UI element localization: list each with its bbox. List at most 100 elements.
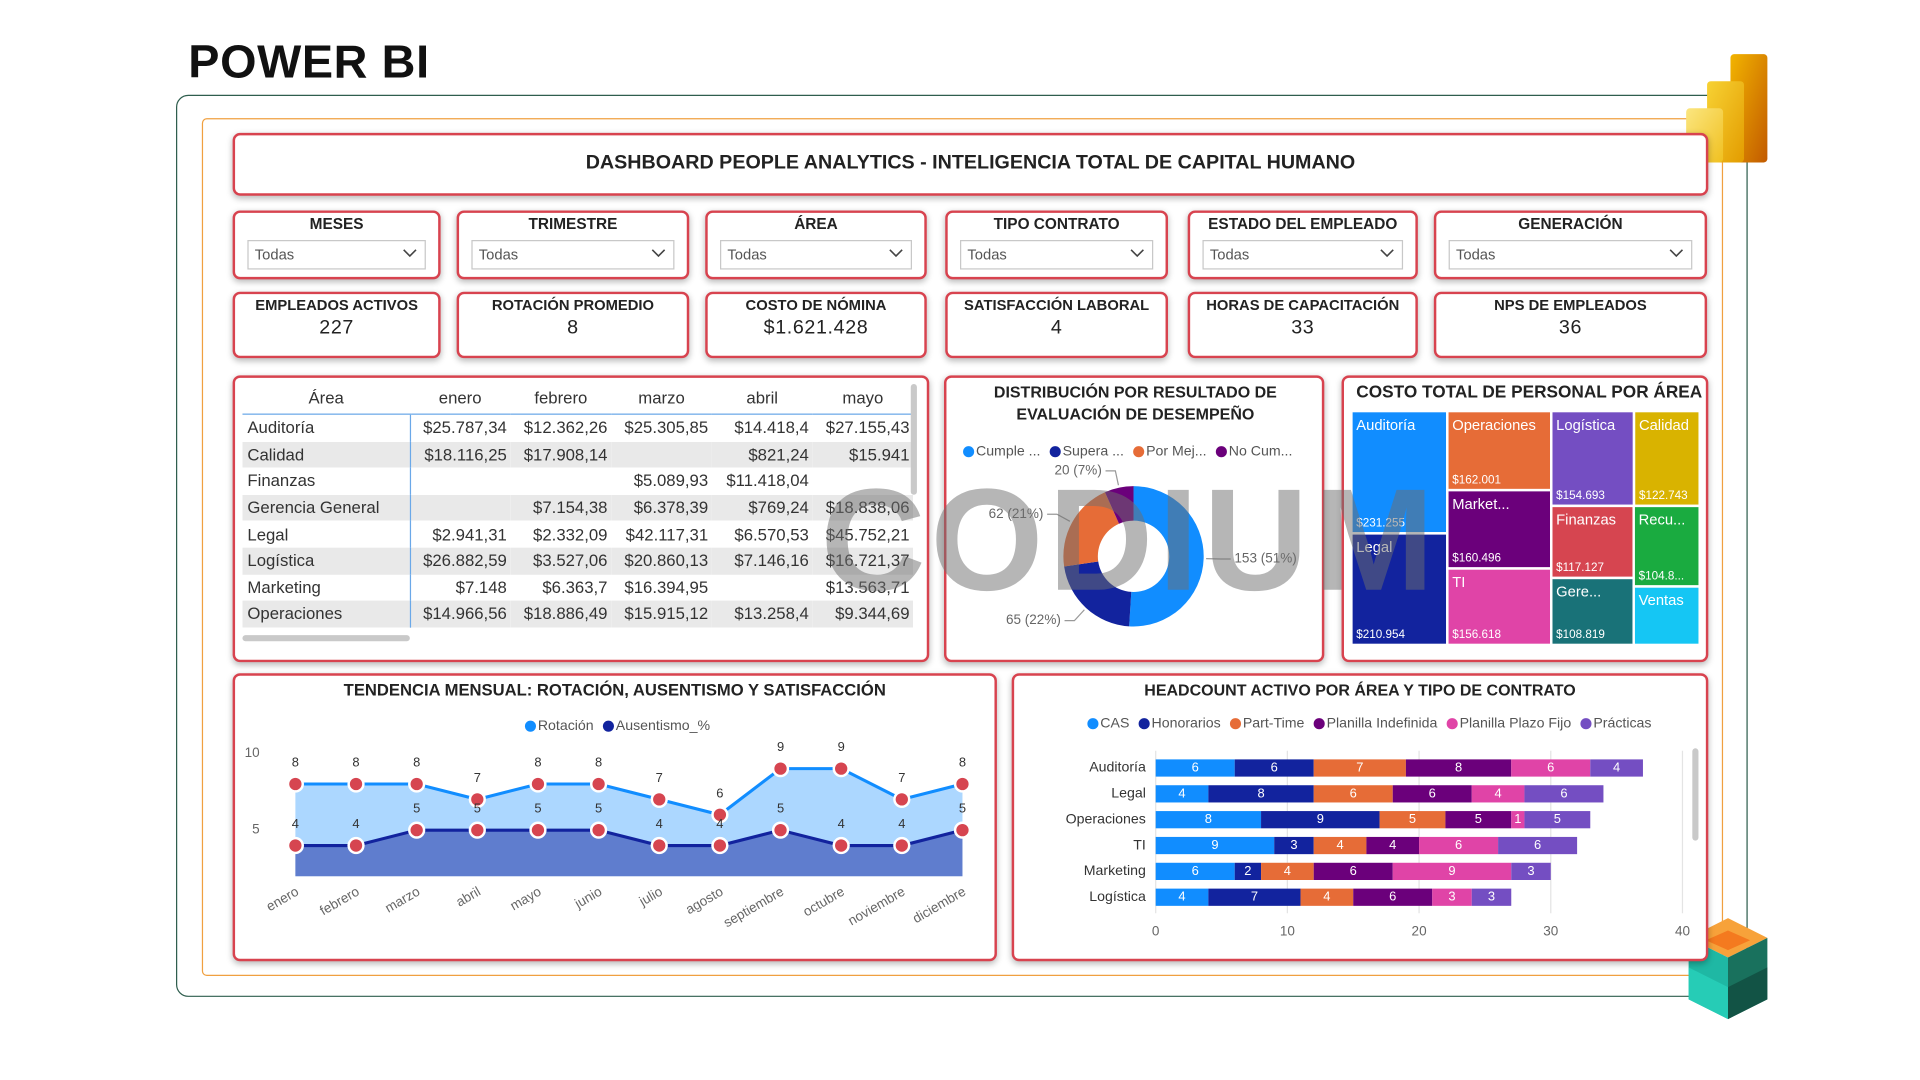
table-row: Gerencia General $7.154,38 $6.378,39 $769,2… [242,494,914,522]
table-cell: $15.915,12 [611,600,712,628]
table-cell: $14.966,56 [409,600,511,628]
table-cell [409,494,511,522]
filter-value: Todas [967,246,1007,264]
filter-dropdown[interactable]: Todas [959,239,1154,270]
table-cell: $13.258,4 [711,600,813,628]
donut-card: DISTRIBUCIÓN POR RESULTADO DE EVALUACIÓN… [943,375,1325,663]
table-cell: $18.886,49 [510,600,612,628]
table-cell: $26.882,59 [409,547,511,575]
kpi-value: 4 [1050,317,1063,339]
filter-card: MESES Todas [232,210,441,280]
outer-frame [175,94,1748,997]
cube-face [1688,967,1728,1020]
column-header: enero [409,381,511,415]
kpi-card: SATISFACCIÓN LABORAL 4 [945,291,1168,359]
title-card: DASHBOARD PEOPLE ANALYTICS - INTELIGENCI… [232,132,1709,196]
filter-label: ESTADO DEL EMPLEADO [1208,215,1398,233]
kpi-value: 36 [1558,317,1583,339]
chevron-line [651,249,666,258]
table-row: Auditoría $25.787,34 $12.362,26 $25.305,85 $… [242,414,913,442]
dashboard-title: DASHBOARD PEOPLE ANALYTICS - INTELIGENCI… [585,152,1356,174]
treemap-card: COSTO TOTAL DE PERSONAL POR ÁREA [1341,375,1709,663]
kpi-label: HORAS DE CAPACITACIÓN [1206,296,1400,314]
table-row: Finanzas $5.089,93 $11.418,04 [242,467,914,495]
table-cell: $6.570,53 [734,525,809,544]
table-cell: $2.941,31 [432,525,507,544]
filter-card: ÁREA Todas [705,210,927,280]
chart-title: HEADCOUNT ACTIVO POR ÁREA Y TIPO DE CONT… [1144,680,1576,700]
kpi-value: 8 [567,317,579,339]
row-label: Marketing [242,574,411,601]
filter-label: TIPO CONTRATO [993,215,1120,233]
chevron-line [403,249,417,258]
table-header-row: Área enero febrero marzo abril mayo [242,381,914,415]
row-label: Operaciones [242,600,411,628]
filter-value: Todas [478,246,519,264]
table-row: Logística $26.882,59 $3.527,06 $20.860,13 $7… [242,547,914,575]
kpi-label: NPS DE EMPLEADOS [1494,296,1647,314]
table-cell: $27.155,43 [825,418,910,438]
chart-title: DISTRIBUCIÓN POR RESULTADO DE EVALUACIÓN… [993,382,1277,424]
kpi-label: ROTACIÓN PROMEDIO [491,296,655,314]
bar-vscroll [1692,748,1699,841]
filter-dropdown[interactable]: Todas [1448,239,1693,270]
table-cell: $5.089,93 [633,471,709,491]
table-cell: $769,24 [711,494,813,522]
chevron-line [889,249,903,258]
filter-dropdown[interactable]: Todas [247,239,426,270]
row-label: Finanzas [242,467,411,495]
table-cell: $42.117,31 [625,525,709,544]
filter-card: ESTADO DEL EMPLEADO Todas [1187,210,1418,280]
chart-title: TENDENCIA MENSUAL: ROTACIÓN, AUSENTISMO … [343,680,886,700]
filter-card: GENERACIÓN Todas [1433,210,1708,280]
kpi-label: COSTO DE NÓMINA [745,296,887,314]
filter-value: Todas [254,246,295,264]
column-header: Área [242,381,410,415]
chevron-line [1130,249,1144,258]
cube-face [1705,930,1751,951]
table-hscroll [242,635,410,642]
table-vscroll [910,383,917,495]
table-cell: $7.148 [455,578,507,597]
table-cell: $15.941 [812,441,914,468]
column-header: abril [711,381,813,415]
kpi-card: EMPLEADOS ACTIVOS 227 [232,291,441,359]
table-cell: $6.363,7 [542,578,608,597]
kpi-card: ROTACIÓN PROMEDIO 8 [456,291,690,359]
table-cell: $18.838,06 [812,494,914,522]
data-table: Área enero febrero marzo abril mayo Auditoría $… [242,381,914,628]
chevron [403,249,417,258]
table-cell: $18.116,25 [409,441,511,468]
table-row: Marketing $7.148 $6.363,7 $16.394,95 $13.563… [242,574,913,601]
kpi-value: $1.621.428 [763,317,869,339]
row-label: Auditoría [242,414,411,442]
table-row: Legal $2.941,31 $2.332,09 $42.117,31 $6.570,… [242,521,913,548]
table-cell: $25.787,34 [423,418,507,438]
table-cell [712,574,813,601]
row-label: Calidad [242,441,411,468]
row-label: Gerencia General [242,494,411,522]
filter-dropdown[interactable]: Todas [471,239,675,270]
table-cell: $6.378,39 [611,494,712,522]
kpi-card: NPS DE EMPLEADOS 36 [1433,291,1708,359]
filter-dropdown[interactable]: Todas [719,239,912,270]
table-cell: $11.418,04 [726,471,809,491]
line-card: TENDENCIA MENSUAL: ROTACIÓN, AUSENTISMO … [232,673,997,962]
kpi-label: SATISFACCIÓN LABORAL [964,296,1150,314]
chevron [651,249,666,258]
row-label: Legal [242,521,411,548]
table-cell: $7.154,38 [510,494,612,522]
filter-card: TRIMESTRE Todas [456,210,690,280]
table-cell: $25.305,85 [624,418,709,438]
kpi-card: COSTO DE NÓMINA $1.621.428 [705,291,927,359]
chevron [1380,249,1394,258]
filter-card: TIPO CONTRATO Todas [945,210,1168,280]
table-cell [813,468,914,495]
table-cell [611,441,712,468]
filter-dropdown[interactable]: Todas [1202,239,1404,270]
filter-label: TRIMESTRE [528,215,618,233]
table-row: Calidad $18.116,25 $17.908,14 $821,24 $15.94… [242,441,914,468]
table-cell: $13.563,71 [825,578,910,597]
